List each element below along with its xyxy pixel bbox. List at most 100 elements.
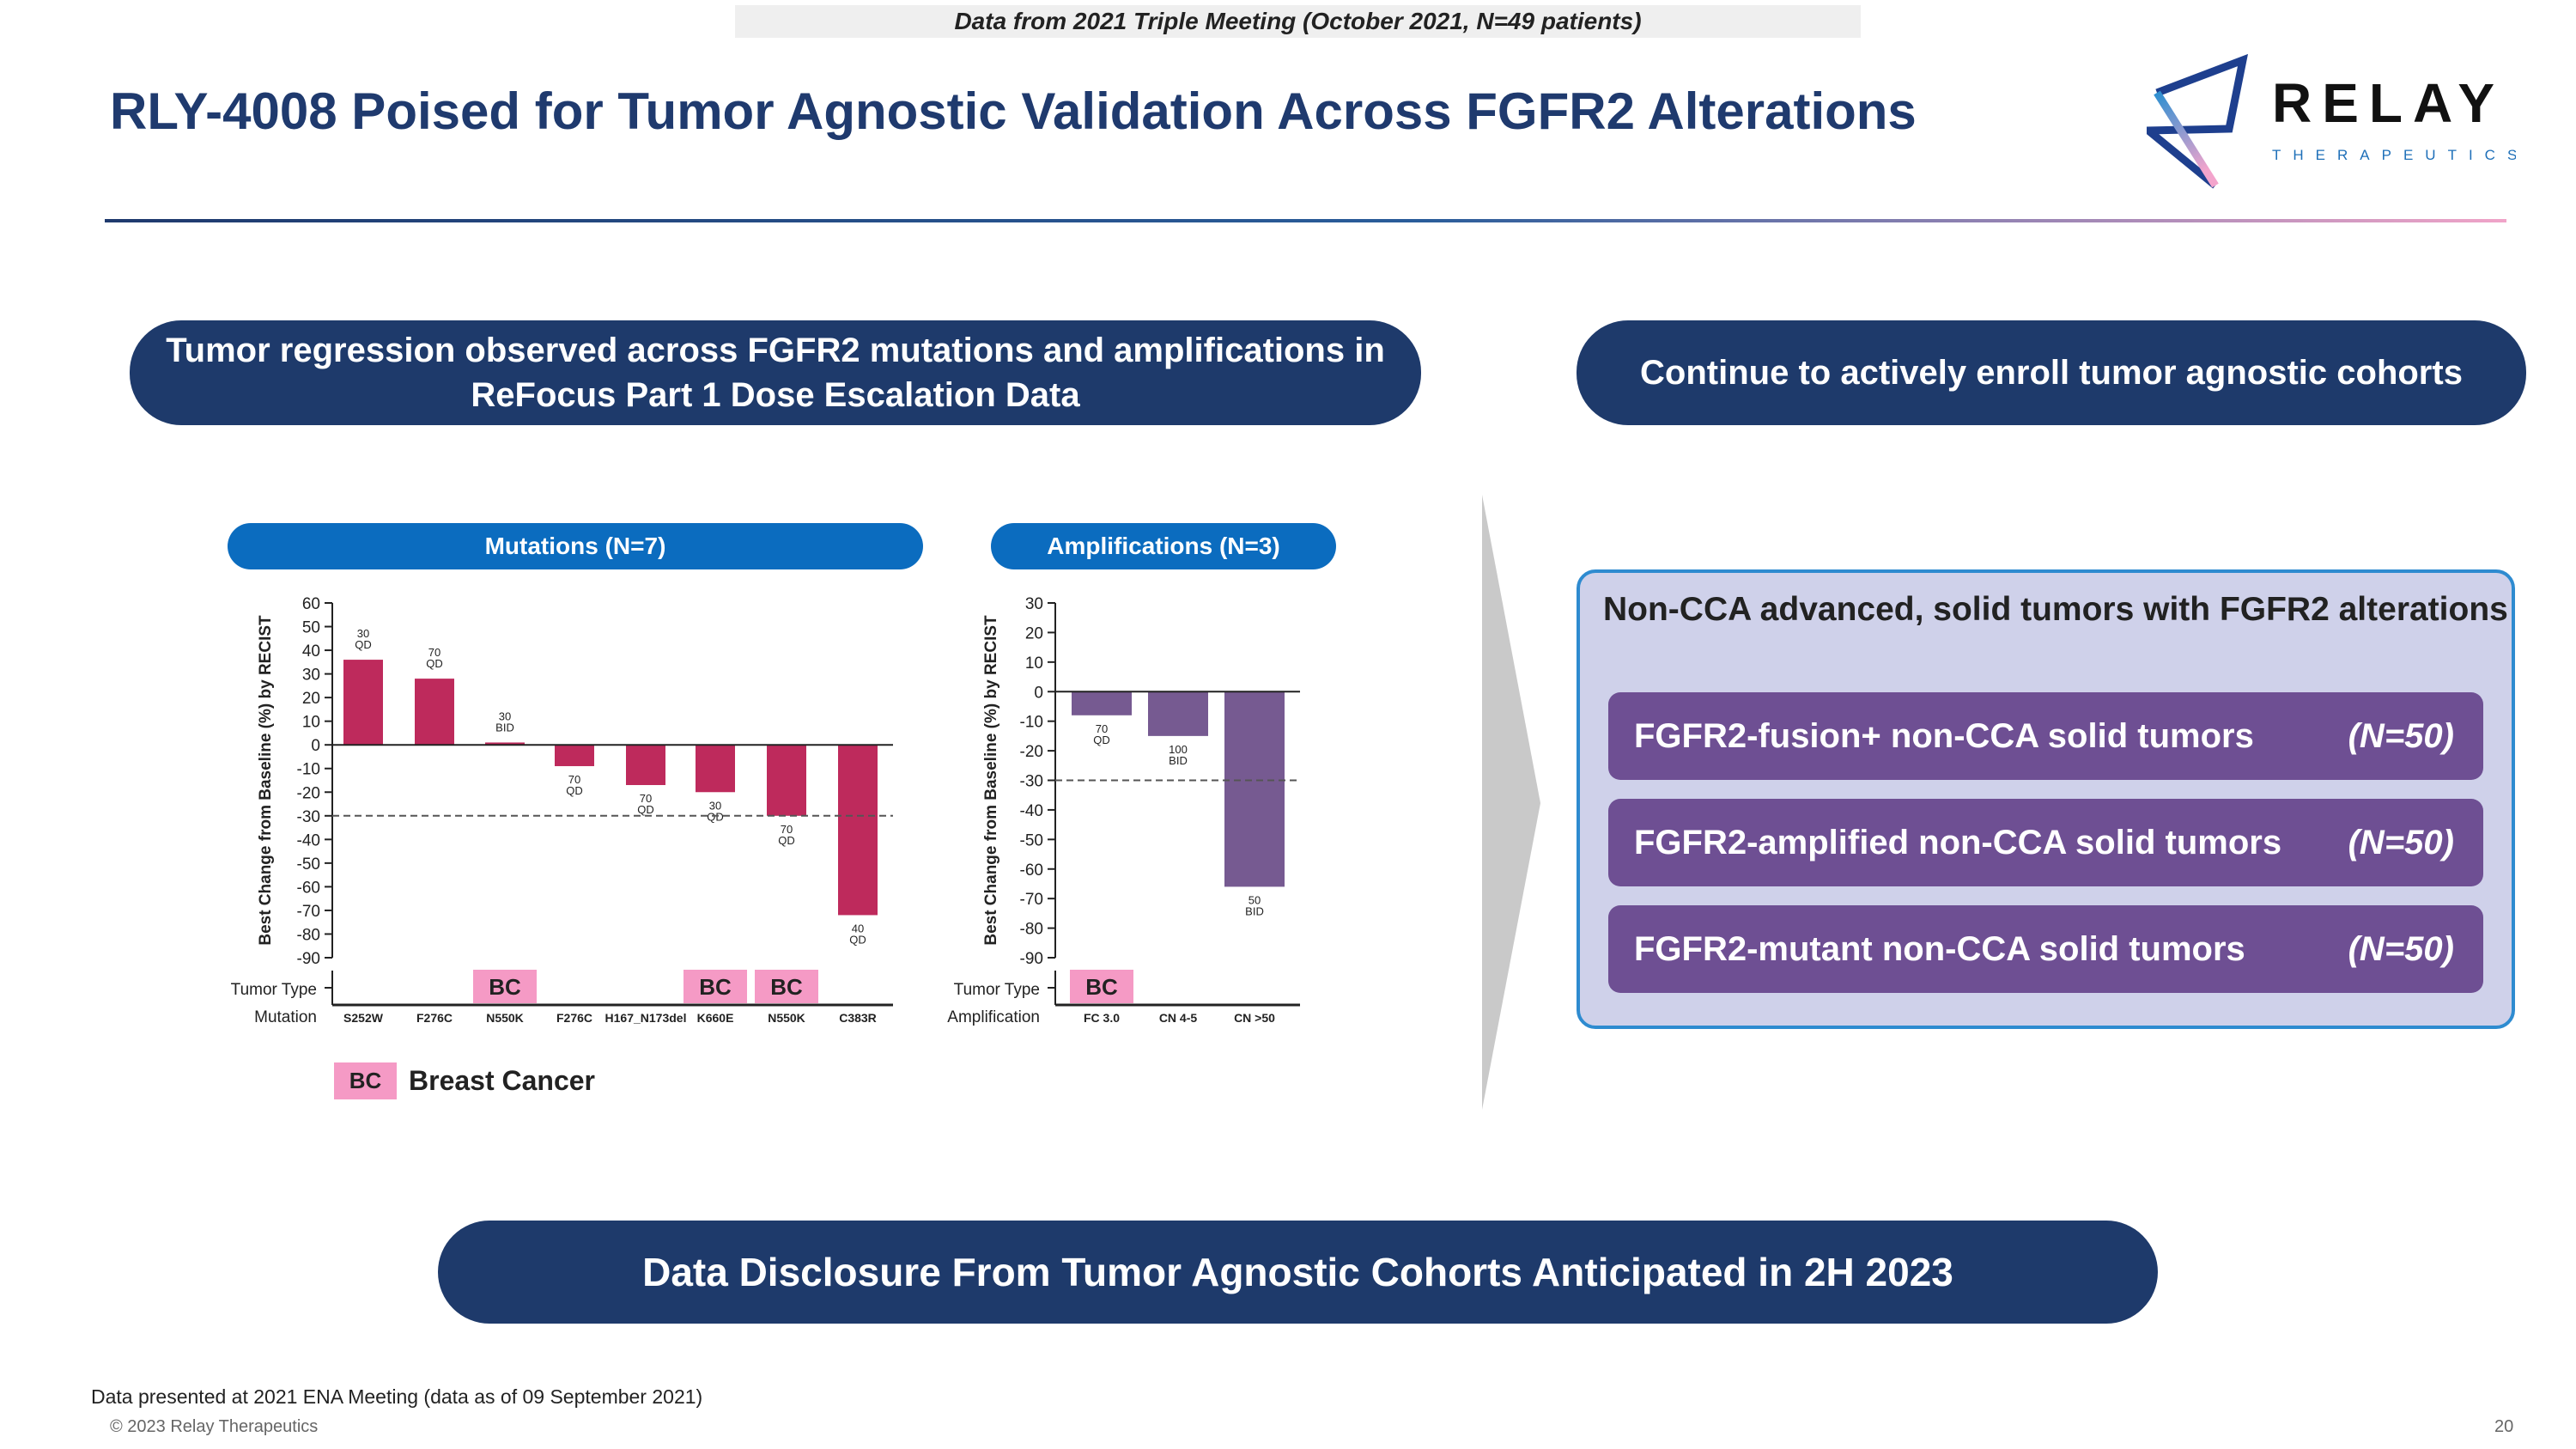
bar bbox=[767, 745, 806, 816]
y-tick-label: 40 bbox=[302, 642, 320, 661]
category-label: N550K bbox=[486, 1011, 524, 1025]
row-label-tumor-type: Tumor Type bbox=[954, 981, 1040, 999]
y-tick-label: -30 bbox=[297, 808, 320, 826]
bar bbox=[696, 745, 735, 793]
cohort-amplified: FGFR2-amplified non-CCA solid tumors (N=5… bbox=[1608, 799, 2483, 886]
y-tick-label: -70 bbox=[1020, 891, 1043, 909]
dose-label: QD bbox=[566, 784, 583, 797]
category-label: N550K bbox=[768, 1011, 805, 1025]
title-divider bbox=[105, 219, 2506, 222]
bc-badge-label: BC bbox=[489, 974, 521, 1000]
y-tick-label: 50 bbox=[302, 619, 320, 637]
dose-label: BID bbox=[1169, 754, 1188, 767]
dose-label: 30 bbox=[357, 627, 369, 640]
relay-logo: RELAY THERAPEUTICS bbox=[2137, 50, 2517, 196]
waterfall-charts: 60 50 40 30 20 10 0 -10 -20 -30 -40 -50 -60 -70 -80 -90… bbox=[231, 595, 1300, 1026]
y-tick-label: 10 bbox=[1025, 654, 1043, 673]
legend-label: Breast Cancer bbox=[409, 1065, 595, 1096]
regression-summary-line2: ReFocus Part 1 Dose Escalation Data bbox=[471, 376, 1080, 414]
category-label: F276C bbox=[416, 1011, 453, 1025]
y-tick-label: 0 bbox=[311, 737, 320, 755]
cohorts-panel-header: Non-CCA advanced, solid tumors with FGFR… bbox=[1603, 591, 2508, 628]
bar bbox=[626, 745, 665, 786]
bar bbox=[838, 745, 878, 916]
logo-subtitle: THERAPEUTICS bbox=[2272, 147, 2516, 163]
page-number: 20 bbox=[2494, 1417, 2514, 1436]
bc-badge-label: BC bbox=[770, 974, 803, 1000]
y-tick-label: -40 bbox=[297, 831, 320, 849]
dose-label: 50 bbox=[1249, 893, 1261, 906]
y-tick-label: -10 bbox=[1020, 714, 1043, 732]
dose-label: QD bbox=[355, 638, 372, 651]
category-label: FC 3.0 bbox=[1084, 1011, 1120, 1025]
y-tick-label: 20 bbox=[302, 690, 320, 708]
dose-label: BID bbox=[495, 721, 514, 734]
bar bbox=[1148, 691, 1208, 736]
y-tick-label: -60 bbox=[297, 879, 320, 897]
regression-summary-pill: Tumor regression observed across FGFR2 m… bbox=[130, 320, 1421, 425]
y-tick-label: -80 bbox=[1020, 921, 1043, 939]
y-tick-label: -90 bbox=[297, 950, 320, 968]
category-label: S252W bbox=[343, 1011, 384, 1025]
dose-label: 70 bbox=[1096, 722, 1108, 735]
y-tick-label: 30 bbox=[302, 667, 320, 685]
bar bbox=[415, 679, 454, 746]
y-tick-label: 30 bbox=[1025, 595, 1043, 613]
category-label: F276C bbox=[556, 1011, 592, 1025]
row-label-category: Mutation bbox=[254, 1008, 317, 1026]
legend-bc-badge: BC bbox=[334, 1062, 397, 1099]
y-axis-label: Best Change from Baseline (%) by RECIST bbox=[982, 615, 1000, 946]
row-label-tumor-type: Tumor Type bbox=[231, 981, 317, 999]
logo-wordmark: RELAY bbox=[2272, 72, 2505, 134]
y-tick-label: -20 bbox=[297, 784, 320, 802]
cohort-label: FGFR2-amplified non-CCA solid tumors bbox=[1634, 823, 2282, 861]
bar bbox=[1072, 691, 1132, 715]
dose-label: QD bbox=[849, 933, 866, 946]
y-tick-label: -50 bbox=[297, 855, 320, 874]
dose-label: 70 bbox=[428, 646, 440, 659]
bc-badge bbox=[473, 970, 537, 1003]
y-tick-label: 0 bbox=[1034, 684, 1043, 702]
dose-label: 70 bbox=[640, 792, 652, 805]
y-tick-label: -90 bbox=[1020, 950, 1043, 968]
dose-label: 30 bbox=[499, 709, 511, 722]
amplifications-header: Amplifications (N=3) bbox=[991, 523, 1336, 569]
cohort-n: (N=50) bbox=[2348, 716, 2454, 755]
dose-label: QD bbox=[1093, 734, 1110, 746]
y-tick-label: -20 bbox=[1020, 743, 1043, 761]
dose-label: QD bbox=[778, 834, 795, 847]
dose-label: 70 bbox=[781, 823, 793, 836]
dose-label: QD bbox=[637, 803, 654, 816]
enrollment-pill: Continue to actively enroll tumor agnost… bbox=[1577, 320, 2526, 425]
mutations-header: Mutations (N=7) bbox=[228, 523, 923, 569]
regression-summary-line1: Tumor regression observed across FGFR2 m… bbox=[166, 332, 1385, 369]
bc-badge-label: BC bbox=[699, 974, 732, 1000]
category-label: K660E bbox=[697, 1011, 734, 1025]
y-tick-label: 20 bbox=[1025, 624, 1043, 642]
data-disclosure-pill: Data Disclosure From Tumor Agnostic Coho… bbox=[438, 1221, 2158, 1324]
row-label-category: Amplification bbox=[947, 1008, 1040, 1026]
category-label: C383R bbox=[839, 1011, 877, 1025]
dose-label: BID bbox=[1245, 904, 1264, 917]
cohort-label: FGFR2-mutant non-CCA solid tumors bbox=[1634, 929, 2245, 968]
bar bbox=[555, 745, 594, 766]
data-source-banner: Data from 2021 Triple Meeting (October 2… bbox=[735, 5, 1861, 38]
y-axis-label: Best Change from Baseline (%) by RECIST bbox=[257, 615, 275, 946]
bar bbox=[1224, 691, 1285, 887]
relay-logo-mark-icon: RELAY THERAPEUTICS bbox=[2137, 53, 2517, 189]
bc-badge bbox=[755, 970, 818, 1003]
footnote: Data presented at 2021 ENA Meeting (data… bbox=[91, 1385, 703, 1408]
y-tick-label: -40 bbox=[1020, 802, 1043, 820]
dose-label: QD bbox=[426, 657, 443, 670]
category-label: H167_N173del bbox=[605, 1011, 687, 1025]
bc-badge bbox=[683, 970, 747, 1003]
bc-badge-label: BC bbox=[1085, 974, 1118, 1000]
chevron-arrow-icon bbox=[1482, 495, 1540, 1110]
cohort-n: (N=50) bbox=[2348, 823, 2454, 861]
y-tick-label: 60 bbox=[302, 595, 320, 613]
copyright: © 2023 Relay Therapeutics bbox=[110, 1417, 319, 1436]
y-tick-label: -50 bbox=[1020, 831, 1043, 849]
page-title: RLY-4008 Poised for Tumor Agnostic Valid… bbox=[110, 82, 1917, 140]
y-tick-label: -30 bbox=[1020, 773, 1043, 791]
category-label: CN 4-5 bbox=[1159, 1011, 1198, 1025]
